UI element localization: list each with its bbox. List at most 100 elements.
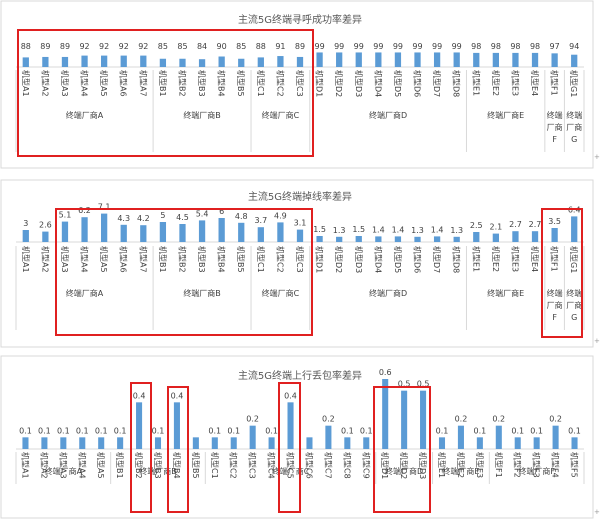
group-label: 厂商 bbox=[547, 300, 563, 310]
data-label: 0.2 bbox=[492, 415, 505, 424]
bar-机型A3 bbox=[61, 56, 69, 67]
data-label: 3.7 bbox=[254, 216, 267, 225]
bar-机型B5 bbox=[238, 222, 245, 242]
category-label: 机型F2 bbox=[513, 452, 523, 478]
bar-机型E1 bbox=[473, 232, 480, 242]
category-label: 机型E3 bbox=[475, 452, 485, 478]
data-label: 92 bbox=[79, 42, 89, 51]
category-label: 机型F3 bbox=[532, 452, 542, 478]
category-label: 机型A6 bbox=[119, 70, 129, 97]
bar-机型D3 bbox=[420, 390, 427, 449]
data-label: 4.2 bbox=[137, 214, 150, 223]
bar-机型D4 bbox=[375, 52, 382, 67]
bar-机型F1 bbox=[551, 53, 558, 67]
data-label: 0.1 bbox=[227, 426, 240, 435]
panel-frame-1 bbox=[0, 0, 594, 169]
group-label: 终端厂商D bbox=[385, 466, 423, 476]
data-label: 94 bbox=[569, 42, 579, 51]
highlight-box bbox=[130, 382, 152, 513]
category-label: 机型D8 bbox=[452, 70, 462, 97]
bar-机型B1 bbox=[159, 222, 167, 242]
data-label: 0.1 bbox=[568, 426, 581, 435]
bar-机型E4 bbox=[531, 231, 539, 242]
bar-机型B4 bbox=[173, 402, 180, 449]
chart-title-drop-rate: 主流5G终端掉线率差异 bbox=[248, 190, 352, 203]
bar-机型E3 bbox=[512, 52, 519, 67]
category-label: 机型B2 bbox=[177, 70, 187, 97]
category-label: 机型D1 bbox=[315, 70, 325, 97]
category-label: 机型D8 bbox=[452, 246, 462, 273]
category-label: 机型D4 bbox=[373, 70, 383, 97]
data-label: 85 bbox=[158, 42, 168, 51]
bar-机型C4 bbox=[268, 437, 275, 449]
data-label: 99 bbox=[393, 42, 403, 51]
group-label: 终端厂商F bbox=[518, 466, 555, 476]
bar-机型A2 bbox=[41, 437, 48, 449]
bar-机型G1 bbox=[571, 54, 578, 67]
data-label: 0.2 bbox=[322, 415, 335, 424]
data-label: 1.3 bbox=[450, 226, 463, 235]
data-label: 0.1 bbox=[473, 426, 486, 435]
bar-机型D5 bbox=[394, 52, 402, 67]
data-label: 7.1 bbox=[98, 203, 111, 212]
data-label: 1.3 bbox=[411, 226, 424, 235]
bar-机型D2 bbox=[336, 236, 343, 242]
group-label: 终端厂商E bbox=[487, 288, 524, 298]
category-label: 机型B1 bbox=[158, 246, 168, 273]
bar-机型A5 bbox=[98, 437, 105, 449]
group-label: F bbox=[552, 313, 557, 322]
category-label: 机型B2 bbox=[177, 246, 187, 273]
highlight-box bbox=[373, 386, 431, 513]
bar-机型C5 bbox=[287, 402, 294, 449]
bar-机型A5 bbox=[101, 55, 108, 67]
bar-机型E4 bbox=[531, 52, 539, 67]
bar-机型D6 bbox=[414, 236, 421, 242]
category-label: 机型C1 bbox=[210, 452, 220, 479]
category-label: 机型E4 bbox=[530, 70, 540, 96]
bar-机型D1 bbox=[316, 236, 323, 242]
bar-机型A4 bbox=[81, 55, 88, 67]
group-label: G bbox=[571, 313, 577, 322]
group-label: 终端 bbox=[566, 110, 582, 120]
bar-机型E1 bbox=[438, 437, 446, 449]
highlight-box bbox=[167, 386, 189, 513]
paging-chart: 88 机型A1 89 机型A2 89 机型A3 92 机型A4 92 机型A5 92 机型A6 92 机型… bbox=[15, 42, 585, 152]
data-label: 97 bbox=[550, 42, 560, 51]
category-label: 机型A7 bbox=[138, 70, 148, 97]
bar-机型A2 bbox=[42, 56, 49, 67]
data-label: 0.1 bbox=[95, 426, 108, 435]
data-label: 99 bbox=[412, 42, 422, 51]
data-label: 99 bbox=[334, 42, 344, 51]
data-label: 0.2 bbox=[549, 415, 562, 424]
bar-机型E2 bbox=[492, 233, 499, 242]
category-label: 机型D6 bbox=[413, 246, 423, 273]
category-label: 机型B5 bbox=[236, 70, 246, 97]
category-label: 机型D3 bbox=[354, 70, 364, 97]
group-label: 终端厂商C bbox=[262, 288, 300, 298]
data-label: 89 bbox=[40, 42, 50, 51]
category-label: 机型A1 bbox=[21, 246, 31, 273]
category-label: 机型B4 bbox=[172, 452, 182, 479]
group-label: 终端厂商E bbox=[442, 466, 479, 476]
data-label: 4.3 bbox=[117, 214, 130, 223]
chart-title-packet-loss: 主流5G终端上行丢包率差异 bbox=[238, 369, 362, 382]
bar-机型D5 bbox=[394, 236, 402, 242]
category-label: 机型C2 bbox=[275, 246, 285, 273]
bar-机型A5 bbox=[101, 213, 108, 242]
bar-机型D3 bbox=[355, 236, 362, 242]
category-label: 机型E2 bbox=[491, 70, 501, 96]
bar-机型A4 bbox=[81, 217, 88, 242]
bar-机型C2 bbox=[277, 56, 284, 67]
category-label: 机型C6 bbox=[304, 452, 314, 479]
bar-机型E3 bbox=[476, 437, 483, 449]
bar-机型C1 bbox=[257, 57, 264, 67]
category-label: 机型D6 bbox=[413, 70, 423, 97]
category-label: 机型A5 bbox=[99, 246, 109, 273]
group-label: 终端 bbox=[547, 288, 563, 298]
category-label: 机型A4 bbox=[80, 70, 90, 97]
bar-机型C7 bbox=[325, 425, 332, 449]
data-label: 1.4 bbox=[431, 225, 444, 234]
data-label: 99 bbox=[432, 42, 442, 51]
bar-机型F1 bbox=[495, 425, 502, 449]
category-label: 机型E2 bbox=[456, 452, 466, 478]
